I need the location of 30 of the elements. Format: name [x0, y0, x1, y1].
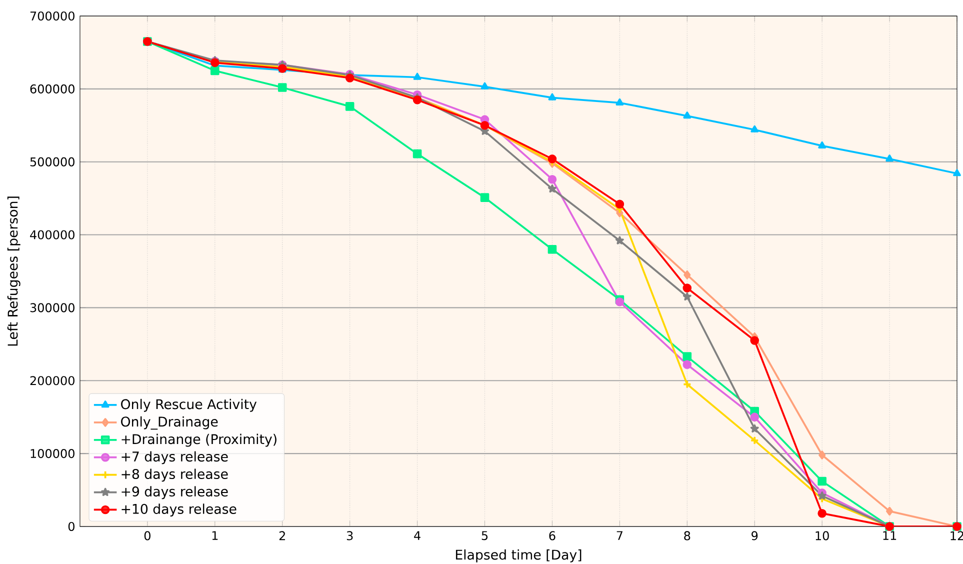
- y-tick-label: 200000: [30, 376, 74, 386]
- x-tick-label: 9: [752, 531, 758, 540]
- y-tick-label: 300000: [30, 303, 74, 312]
- x-tick-label: 3: [346, 531, 353, 540]
- legend-label: Only Rescue Activity: [121, 398, 257, 412]
- x-tick-label: 8: [684, 531, 690, 540]
- x-tick-label: 10: [816, 531, 829, 540]
- x-tick-label: 2: [279, 531, 285, 540]
- x-tick-label: 6: [549, 531, 556, 540]
- legend-label: Only_Drainage: [121, 416, 218, 430]
- x-tick-label: 7: [616, 531, 622, 540]
- legend-label: +10 days release: [122, 504, 236, 517]
- x-tick-label: 11: [883, 531, 896, 540]
- legend-label: +Drainange (Proximity): [122, 434, 276, 447]
- x-tick-label: 4: [414, 531, 420, 540]
- y-tick-label: 500000: [30, 157, 74, 166]
- legend-label: +7 days release: [122, 451, 228, 464]
- y-tick-label: 100000: [30, 449, 74, 458]
- x-tick-label: 5: [482, 531, 488, 540]
- y-tick-label: 400000: [30, 230, 74, 240]
- x-axis-title: Elapsed time [Day]: [456, 549, 582, 562]
- x-tick-label: 12: [950, 531, 963, 540]
- x-tick-label: 0: [144, 531, 150, 540]
- legend-label: +9 days release: [122, 486, 228, 500]
- x-tick-label: 1: [212, 531, 218, 540]
- y-tick-label: 0: [68, 522, 74, 532]
- y-tick-label: 700000: [30, 12, 74, 21]
- y-axis-title: Left Refugees [person]: [7, 196, 20, 346]
- y-tick-label: 600000: [30, 84, 74, 94]
- legend-label: +8 days release: [122, 468, 228, 482]
